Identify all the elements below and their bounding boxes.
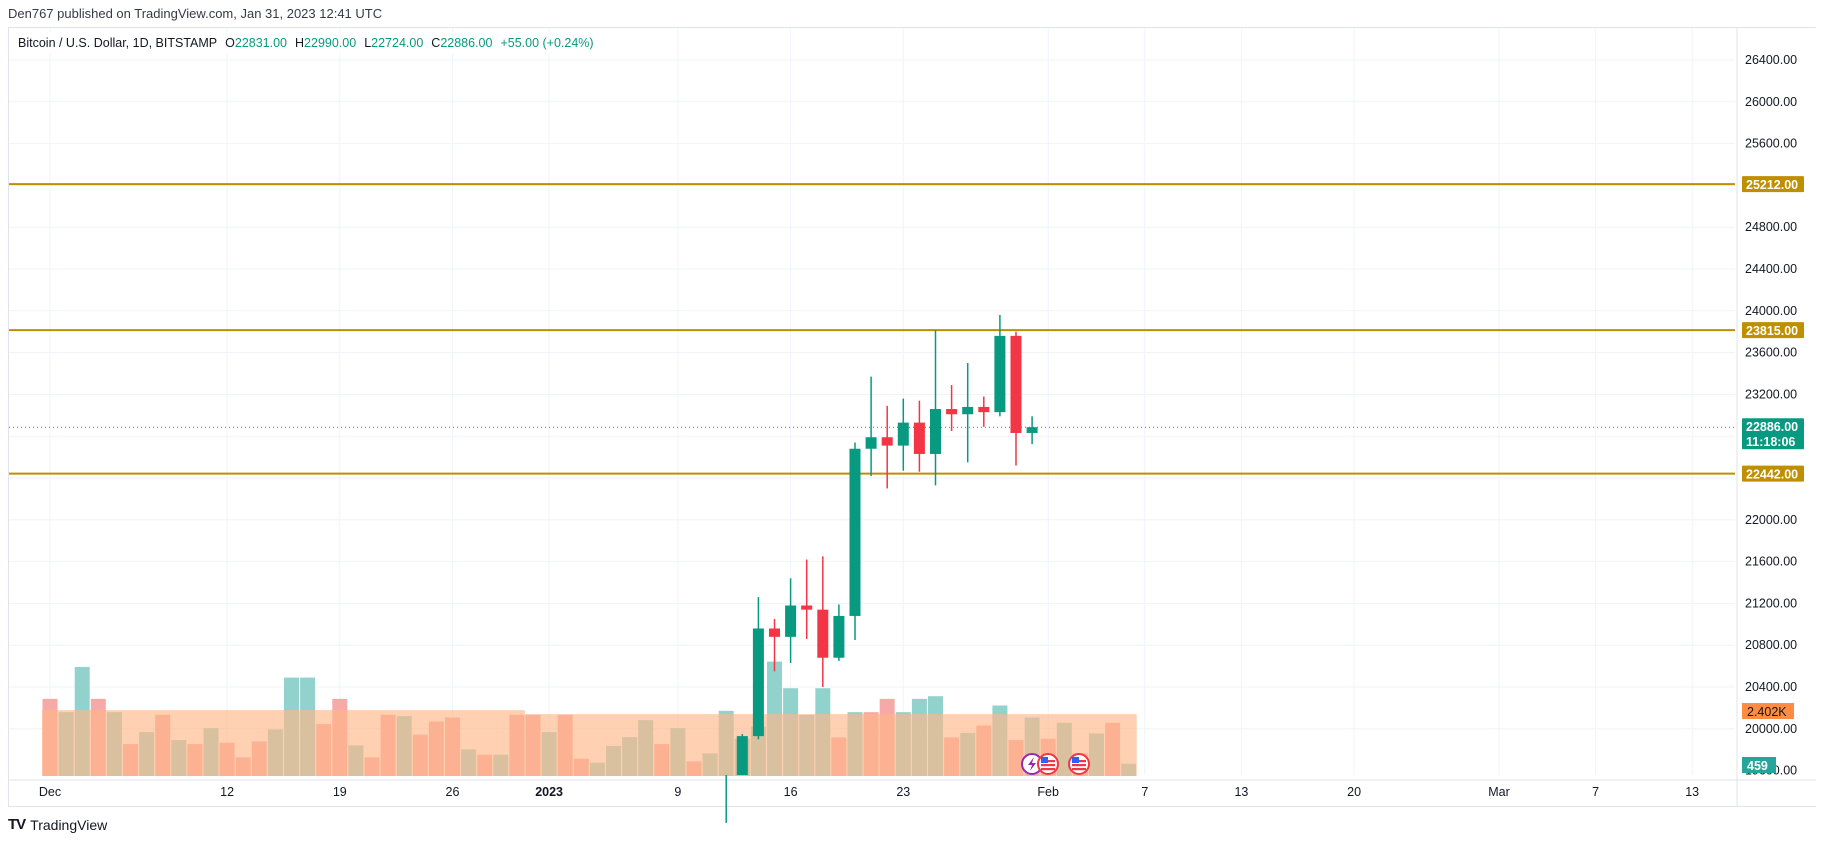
volume-pane	[42, 661, 1137, 776]
time-tick-label: Dec	[39, 785, 61, 799]
low-value: 22724.00	[371, 36, 424, 50]
horizontal-levels[interactable]	[9, 183, 1735, 475]
candle	[752, 628, 764, 737]
price-tick-label: 24400.00	[1745, 262, 1797, 276]
candle	[736, 736, 748, 775]
price-tick-label: 26400.00	[1745, 53, 1797, 67]
time-tick-label: 12	[220, 785, 234, 799]
price-tick-label: 21200.00	[1745, 596, 1797, 610]
svg-text:23815.00: 23815.00	[1746, 324, 1798, 338]
price-tick-label: 26000.00	[1745, 95, 1797, 109]
time-tick-label: 20	[1347, 785, 1361, 799]
candle	[865, 437, 877, 449]
candle	[1026, 427, 1038, 433]
candle	[785, 605, 797, 637]
price-tick-label: 20800.00	[1745, 638, 1797, 652]
chart-frame	[8, 27, 1816, 807]
price-tick-label: 21600.00	[1745, 555, 1797, 569]
close-label: C	[431, 36, 441, 50]
symbol-legend[interactable]: Bitcoin / U.S. Dollar, 1D, BITSTAMP O 228…	[10, 32, 610, 54]
price-tick-label: 24800.00	[1745, 220, 1797, 234]
price-tick-label: 20400.00	[1745, 680, 1797, 694]
high-value: 22990.00	[304, 36, 357, 50]
close-value: 22886.00	[440, 36, 493, 50]
price-tick-label: 20000.00	[1745, 722, 1797, 736]
candle	[994, 335, 1006, 413]
tradingview-logo-icon: TV	[8, 816, 26, 833]
svg-text:2.402K: 2.402K	[1747, 705, 1787, 719]
candle	[913, 422, 925, 454]
time-tick-label: 26	[446, 785, 460, 799]
price-tick-label: 23600.00	[1745, 346, 1797, 360]
svg-text:459: 459	[1747, 759, 1768, 773]
time-tick-label: 23	[896, 785, 910, 799]
time-tick-label: 7	[1141, 785, 1148, 799]
svg-text:22886.00: 22886.00	[1746, 420, 1798, 434]
high-label: H	[295, 36, 305, 50]
brand-name: TradingView	[30, 816, 108, 833]
candle	[849, 448, 861, 616]
time-tick-label: 7	[1592, 785, 1599, 799]
candle	[801, 605, 813, 610]
symbol-title: Bitcoin / U.S. Dollar, 1D, BITSTAMP	[18, 36, 218, 50]
time-tick-label: 13	[1234, 785, 1248, 799]
price-tick-label: 25600.00	[1745, 137, 1797, 151]
time-axis[interactable]: Dec 12 19 26 2023 9 16 23 Feb 7 13 20 Mar 7 13	[39, 785, 1699, 799]
us-flag-event-icon[interactable]	[1068, 753, 1090, 775]
us-flag-event-icon[interactable]	[1037, 753, 1059, 775]
svg-text:25212.00: 25212.00	[1746, 178, 1798, 192]
publisher-caption: Den767 published on TradingView.com, Jan…	[8, 6, 383, 21]
candle	[833, 615, 845, 658]
time-tick-label: 16	[784, 785, 798, 799]
volume-ma-area	[42, 710, 1137, 776]
svg-text:22442.00: 22442.00	[1746, 468, 1798, 482]
price-tick-label: 23200.00	[1745, 387, 1797, 401]
candle	[978, 406, 990, 413]
svg-text:11:18:06: 11:18:06	[1746, 435, 1795, 449]
low-label: L	[364, 36, 372, 50]
time-tick-label: 2023	[535, 785, 563, 799]
footer-brand[interactable]: TV TradingView	[8, 816, 107, 833]
price-badges: 25212.00 23815.00 22442.00 22886.0011:18:06…	[1742, 176, 1804, 773]
price-tick-label: 22000.00	[1745, 513, 1797, 527]
time-tick-label: Mar	[1488, 785, 1510, 799]
grid-lines	[9, 28, 1816, 807]
time-tick-label: 13	[1685, 785, 1699, 799]
event-markers[interactable]	[1021, 753, 1090, 775]
candle	[769, 628, 780, 637]
candle	[881, 437, 893, 446]
candle	[897, 422, 909, 446]
change-value: +55.00 (+0.24%)	[500, 36, 594, 50]
candle	[930, 409, 941, 454]
open-value: 22831.00	[234, 36, 288, 50]
price-tick-label: 24000.00	[1745, 304, 1797, 318]
candle	[817, 609, 829, 658]
candle	[962, 406, 974, 415]
candlesticks	[725, 314, 1038, 823]
time-tick-label: 19	[333, 785, 347, 799]
price-axis[interactable]: 20000.00 20400.00 20800.00 21200.00 21600.00…	[1745, 53, 1797, 778]
time-tick-label: Feb	[1037, 785, 1059, 799]
time-tick-label: 9	[674, 785, 681, 799]
open-label: O	[225, 36, 235, 50]
candle	[946, 409, 958, 415]
candle	[1010, 335, 1022, 433]
